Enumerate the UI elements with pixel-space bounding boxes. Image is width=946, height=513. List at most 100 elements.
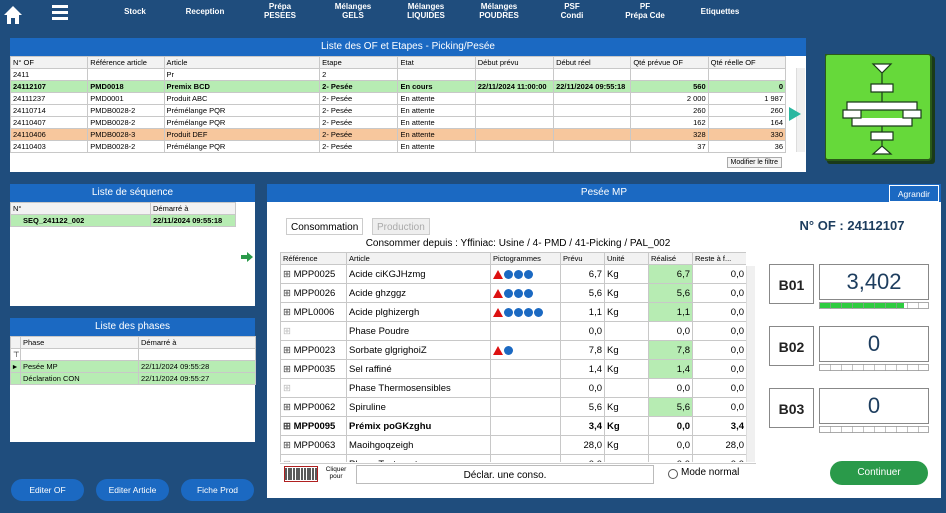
table-row[interactable]: ⊞ Phase Thermosensibles 0,0 0,0 0,0 — [280, 378, 746, 398]
expand-icon[interactable]: ⊞ — [283, 344, 294, 356]
workflow-diagram-icon[interactable] — [825, 54, 937, 166]
table-row[interactable]: 24110407 PMDB0028-2 Prémélange PQR 2- Pesée… — [9, 116, 787, 129]
table-row[interactable]: Déclaration CON 22/11/2024 09:55:27 — [10, 372, 256, 385]
table-row[interactable]: ⊞ MPP0095 Prémix poGKzghu 3,4 Kg 0,0 3,4 — [280, 416, 746, 436]
nav-item-6[interactable]: PSF Condi — [537, 2, 607, 20]
of-filter-cell[interactable] — [553, 68, 632, 81]
table-row[interactable]: SEQ_241122_002 22/11/2024 09:55:18 — [10, 214, 236, 227]
table-row[interactable]: ⊞ MPP0062 Spiruline 5,6 Kg 5,6 0,0 — [280, 397, 746, 417]
of-filter-cell[interactable]: Pr — [163, 68, 321, 81]
edit-of-button[interactable]: Editer OF — [11, 479, 84, 501]
consumption-scrollbar[interactable] — [746, 266, 755, 462]
hazard-warning-icon — [493, 269, 503, 279]
table-row[interactable]: 24110403 PMDB0028-2 Prémélange PQR 2- Pesée… — [9, 140, 787, 153]
sequence-table: N° Démarré à SEQ_241122_002 22/11/2024 09:… — [10, 202, 236, 227]
of-table-scrollbar[interactable] — [796, 68, 805, 152]
cons-article: Acide plghizergh — [346, 302, 491, 322]
table-row[interactable]: ⊞ Phase Poudre 0,0 0,0 0,0 — [280, 321, 746, 341]
balance-2[interactable]: B03 0 — [769, 388, 935, 436]
of-filter-cell[interactable] — [707, 68, 787, 81]
of-filter-cell[interactable]: 2411 — [9, 68, 89, 81]
of-cell: 330 — [707, 128, 787, 141]
cons-picto-cell — [490, 435, 561, 455]
cons-real: 1,4 — [648, 359, 693, 379]
of-filter-cell[interactable] — [397, 68, 476, 81]
expand-icon[interactable]: ⊞ — [283, 382, 291, 394]
expand-icon[interactable]: ⊞ — [283, 401, 294, 413]
cons-picto-cell — [490, 264, 561, 284]
table-row[interactable]: ▸ Pesée MP 22/11/2024 09:55:28 — [10, 360, 256, 373]
of-cell: En attente — [397, 128, 476, 141]
nav-item-2[interactable]: Prépa PESEES — [245, 2, 315, 20]
expand-icon[interactable]: ⊞ — [283, 268, 294, 280]
of-col-header[interactable]: Référence article — [87, 56, 165, 69]
nav-item-8[interactable]: Etiquettes — [685, 7, 755, 16]
continuer-button[interactable]: Continuer — [830, 461, 928, 485]
tab-consommation[interactable]: Consommation — [286, 218, 364, 235]
expand-icon[interactable]: ⊞ — [283, 325, 291, 337]
of-filter-cell[interactable] — [630, 68, 709, 81]
balance-1[interactable]: B02 0 — [769, 326, 935, 374]
table-row[interactable]: 24110714 PMDB0028-2 Prémélange PQR 2- Pesée… — [9, 104, 787, 117]
table-row[interactable]: ⊞ MPP0035 Sel raffiné 1,4 Kg 1,4 0,0 — [280, 359, 746, 379]
agrandir-button[interactable]: Agrandir — [888, 185, 939, 202]
of-col-header[interactable]: Etat — [397, 56, 476, 69]
of-filter-cell[interactable] — [87, 68, 165, 81]
sequence-panel-title: Liste de séquence — [10, 184, 255, 202]
of-cell — [474, 104, 555, 117]
cons-col-header: Référence — [280, 252, 347, 265]
expand-icon[interactable]: ⊞ — [283, 439, 294, 451]
home-icon[interactable] — [2, 3, 24, 27]
table-row[interactable]: 24110406 PMDB0028-3 Produit DEF 2- Pesée En … — [9, 128, 787, 141]
cons-rest: 0,0 — [692, 359, 746, 379]
expand-icon[interactable]: ⊞ — [283, 363, 294, 375]
declare-conso-button[interactable]: Déclar. une conso. — [356, 465, 654, 484]
cons-real: 0,0 — [648, 416, 693, 436]
of-col-header[interactable]: Début prévu — [474, 56, 555, 69]
expand-icon[interactable]: ⊞ — [283, 459, 291, 463]
cons-picto-cell — [490, 340, 561, 360]
of-col-header[interactable]: Etape — [319, 56, 399, 69]
of-col-header[interactable]: Qté réelle OF — [707, 56, 787, 69]
hamburger-menu-icon[interactable] — [52, 5, 68, 21]
fiche-prod-button[interactable]: Fiche Prod — [181, 479, 254, 501]
edit-article-button[interactable]: Editer Article — [96, 479, 169, 501]
expand-icon[interactable]: ⊞ — [283, 420, 294, 432]
nav-item-1[interactable]: Reception — [170, 7, 240, 16]
of-col-header[interactable]: Début réel — [553, 56, 632, 69]
table-row[interactable]: ⊞ MPP0063 Maoihgoqzeigh 28,0 Kg 0,0 28,0 — [280, 435, 746, 455]
expand-arrow-icon[interactable] — [241, 252, 253, 262]
mode-normal-radio[interactable] — [668, 469, 678, 479]
of-number-label: N° OF : 24112107 — [799, 218, 905, 233]
table-row[interactable]: 24111237 PMD0001 Produit ABC 2- Pesée En att… — [9, 92, 787, 105]
nav-item-7[interactable]: PF Prépa Cde — [610, 2, 680, 20]
table-row[interactable]: ⊞ MPP0023 Sorbate glgrighoiZ 7,8 Kg 7,8 0,0 — [280, 340, 746, 360]
play-arrow-icon[interactable] — [789, 107, 801, 121]
nav-item-4[interactable]: Mélanges LIQUIDES — [391, 2, 461, 20]
table-row[interactable]: 24112107 PMD0018 Premix BCD 2- Pesée En cour… — [9, 80, 787, 93]
cons-real: 5,6 — [648, 283, 693, 303]
of-cell: 260 — [707, 104, 787, 117]
table-row[interactable]: ⊞ MPL0006 Acide plghizergh 1,1 Kg 1,1 0,0 — [280, 302, 746, 322]
of-panel-title: Liste des OF et Etapes - Picking/Pesée — [10, 38, 806, 56]
nav-item-5[interactable]: Mélanges POUDRES — [464, 2, 534, 20]
of-cell: Prémélange PQR — [163, 116, 321, 129]
modify-filter-button[interactable]: Modifier le filtre — [726, 157, 782, 168]
barcode-icon[interactable] — [284, 466, 318, 482]
cons-real: 0,0 — [648, 435, 693, 455]
table-row[interactable]: ⊞ Phase Texturant0,00,00,0 — [280, 454, 746, 463]
of-cell: 2- Pesée — [319, 104, 399, 117]
of-filter-cell[interactable] — [474, 68, 555, 81]
nav-item-0[interactable]: Stock — [100, 7, 170, 16]
expand-icon[interactable]: ⊞ — [283, 306, 294, 318]
table-row[interactable]: ⊞ MPP0026 Acide ghzggz 5,6 Kg 5,6 0,0 — [280, 283, 746, 303]
of-filter-cell[interactable]: 2 — [319, 68, 399, 81]
tab-production[interactable]: Production — [372, 218, 430, 235]
nav-item-3[interactable]: Mélanges GELS — [318, 2, 388, 20]
expand-icon[interactable]: ⊞ — [283, 287, 294, 299]
table-row[interactable]: ⊞ MPP0025 Acide ciKGJHzmg 6,7 Kg 6,7 0,0 — [280, 264, 746, 284]
of-col-header[interactable]: Article — [163, 56, 321, 69]
of-col-header[interactable]: Qté prévue OF — [630, 56, 709, 69]
of-col-header[interactable]: N° OF — [9, 56, 89, 69]
balance-0[interactable]: B01 3,402 — [769, 264, 935, 312]
